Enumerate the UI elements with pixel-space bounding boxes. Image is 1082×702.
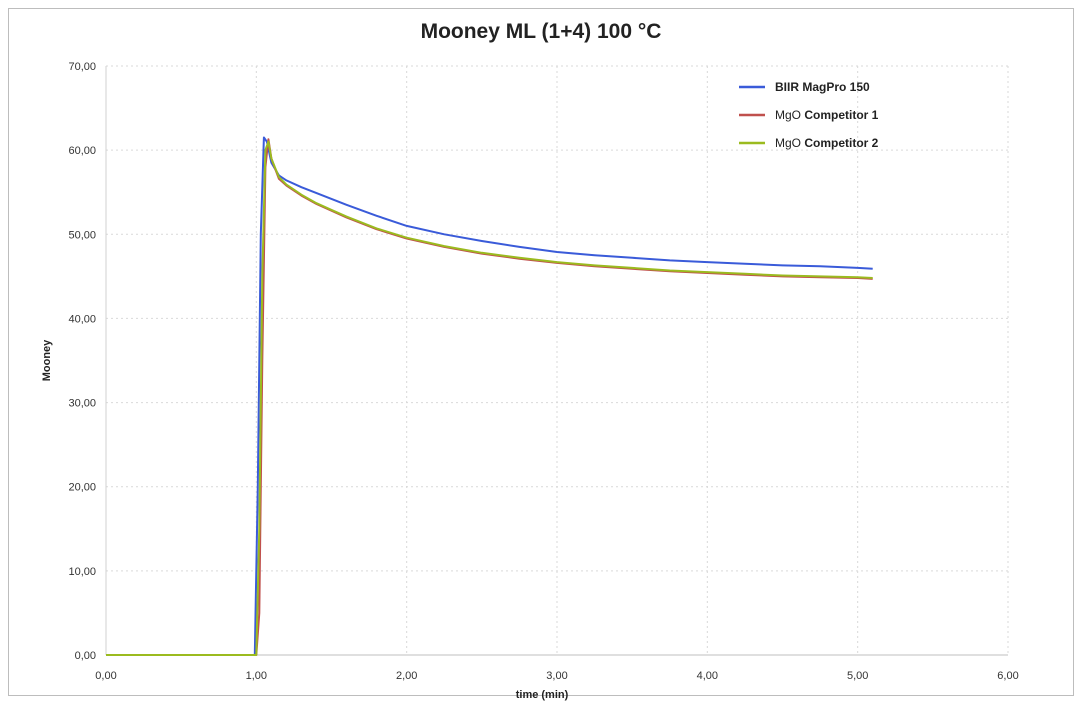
legend-label: MgO Competitor 1	[775, 108, 879, 122]
y-tick-label: 20,00	[68, 482, 96, 494]
y-tick-label: 70,00	[68, 61, 96, 73]
x-tick-label: 2,00	[396, 670, 417, 682]
legend: BIIR MagPro 150 MgO Competitor 1 MgO Compe…	[739, 80, 879, 150]
x-tick-label: 3,00	[546, 670, 567, 682]
grid-lines	[106, 65, 1009, 655]
x-tick-label: 4,00	[697, 670, 718, 682]
chart-title: Mooney ML (1+4) 100 °C	[420, 20, 662, 43]
y-tick-label: 10,00	[68, 566, 96, 578]
x-tick-label: 1,00	[246, 670, 267, 682]
series-line-1	[106, 136, 873, 656]
x-axis-title: time (min)	[516, 689, 569, 701]
x-tick-label: 0,00	[95, 670, 116, 682]
y-tick-label: 30,00	[68, 398, 96, 410]
series-line-2	[106, 138, 873, 656]
y-tick-label: 60,00	[68, 145, 96, 157]
y-tick-label: 0,00	[75, 650, 96, 662]
tick-labels: 0,00 10,00 20,00 30,00 40,00 50,00 60,00 70,00 0…	[68, 61, 1018, 682]
legend-label: MgO Competitor 2	[775, 136, 879, 150]
legend-label: BIIR MagPro 150	[775, 80, 870, 94]
chart-frame	[8, 8, 1074, 696]
series-line-3	[106, 140, 873, 656]
series-lines	[106, 136, 873, 656]
x-tick-label: 6,00	[997, 670, 1018, 682]
y-axis-title: Mooney	[41, 339, 53, 381]
x-tick-label: 5,00	[847, 670, 868, 682]
y-tick-label: 50,00	[68, 229, 96, 241]
y-tick-label: 40,00	[68, 313, 96, 325]
